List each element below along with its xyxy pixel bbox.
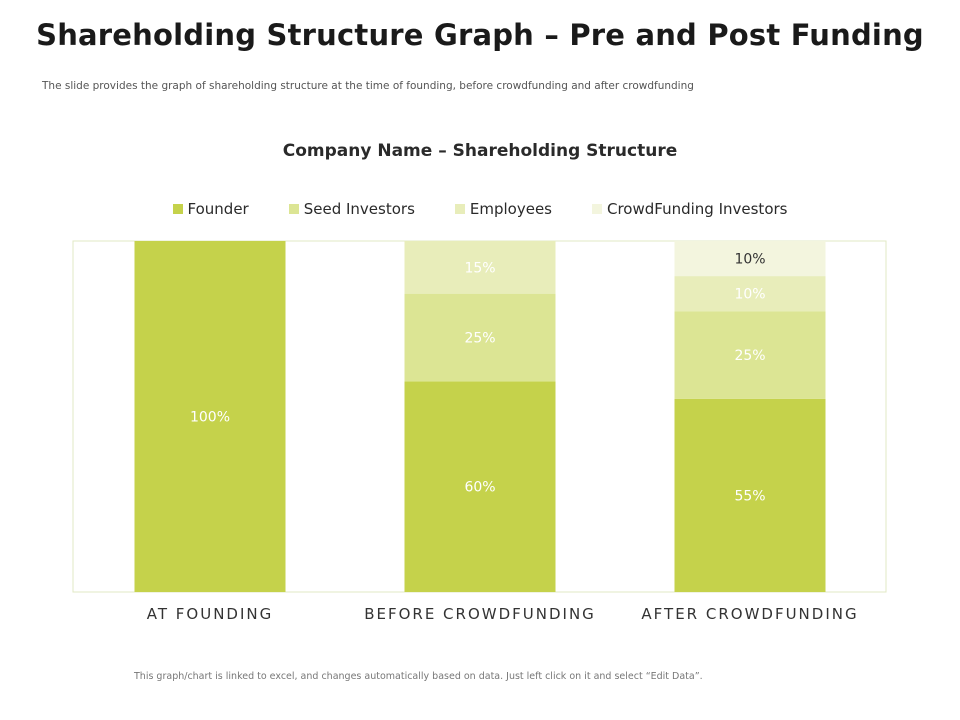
x-tick-label-after-crowdfunding: AFTER CROWDFUNDING	[641, 605, 858, 623]
bar-after-crowdfunding-founder	[674, 398, 826, 592]
bar-before-crowdfunding-founder	[404, 381, 556, 592]
data-label-after-crowdfunding-seed-investors: 25%	[734, 348, 765, 364]
x-tick-label-before-crowdfunding: BEFORE CROWDFUNDING	[364, 605, 596, 623]
bar-before-crowdfunding-seed-investors	[404, 293, 556, 382]
legend-item-crowdfunding-investors: CrowdFunding Investors	[592, 200, 787, 218]
data-label-before-crowdfunding-founder: 60%	[464, 480, 495, 496]
bar-after-crowdfunding-crowdfunding-investors	[674, 241, 826, 277]
data-label-at-founding-founder: 100%	[190, 410, 230, 426]
data-label-after-crowdfunding-employees: 10%	[734, 287, 765, 303]
legend-swatch-seed-investors	[288, 204, 299, 214]
bar-after-crowdfunding-employees	[674, 276, 826, 312]
legend-swatch-employees	[454, 204, 465, 214]
page-subtitle: The slide provides the graph of sharehol…	[42, 80, 694, 92]
chart-legend: Founder Seed Investors Employees CrowdFu…	[0, 200, 960, 218]
x-tick-label-at-founding: AT FOUNDING	[147, 605, 273, 623]
chart-title: Company Name – Shareholding Structure	[282, 141, 678, 161]
legend-item-founder: Founder	[172, 200, 249, 218]
legend-swatch-crowdfunding-investors	[592, 204, 602, 214]
footnote: This graph/chart is linked to excel, and…	[134, 671, 703, 682]
legend-label-seed-investors: Seed Investors	[303, 200, 415, 218]
bar-at-founding-founder	[134, 241, 286, 592]
bar-after-crowdfunding-seed-investors	[674, 311, 826, 399]
bar-before-crowdfunding-employees	[404, 241, 556, 294]
page-title: Shareholding Structure Graph – Pre and P…	[36, 18, 924, 52]
data-label-before-crowdfunding-seed-investors: 25%	[464, 331, 495, 347]
data-label-after-crowdfunding-crowdfunding-investors: 10%	[734, 252, 765, 268]
legend-item-seed-investors: Seed Investors	[288, 200, 415, 218]
legend-label-crowdfunding-investors: CrowdFunding Investors	[607, 200, 788, 218]
legend-item-employees: Employees	[454, 200, 552, 218]
legend-label-founder: Founder	[187, 200, 249, 218]
data-label-after-crowdfunding-founder: 55%	[734, 488, 765, 504]
data-label-before-crowdfunding-employees: 15%	[464, 260, 495, 276]
legend-swatch-founder	[172, 204, 183, 214]
legend-label-employees: Employees	[469, 200, 552, 218]
